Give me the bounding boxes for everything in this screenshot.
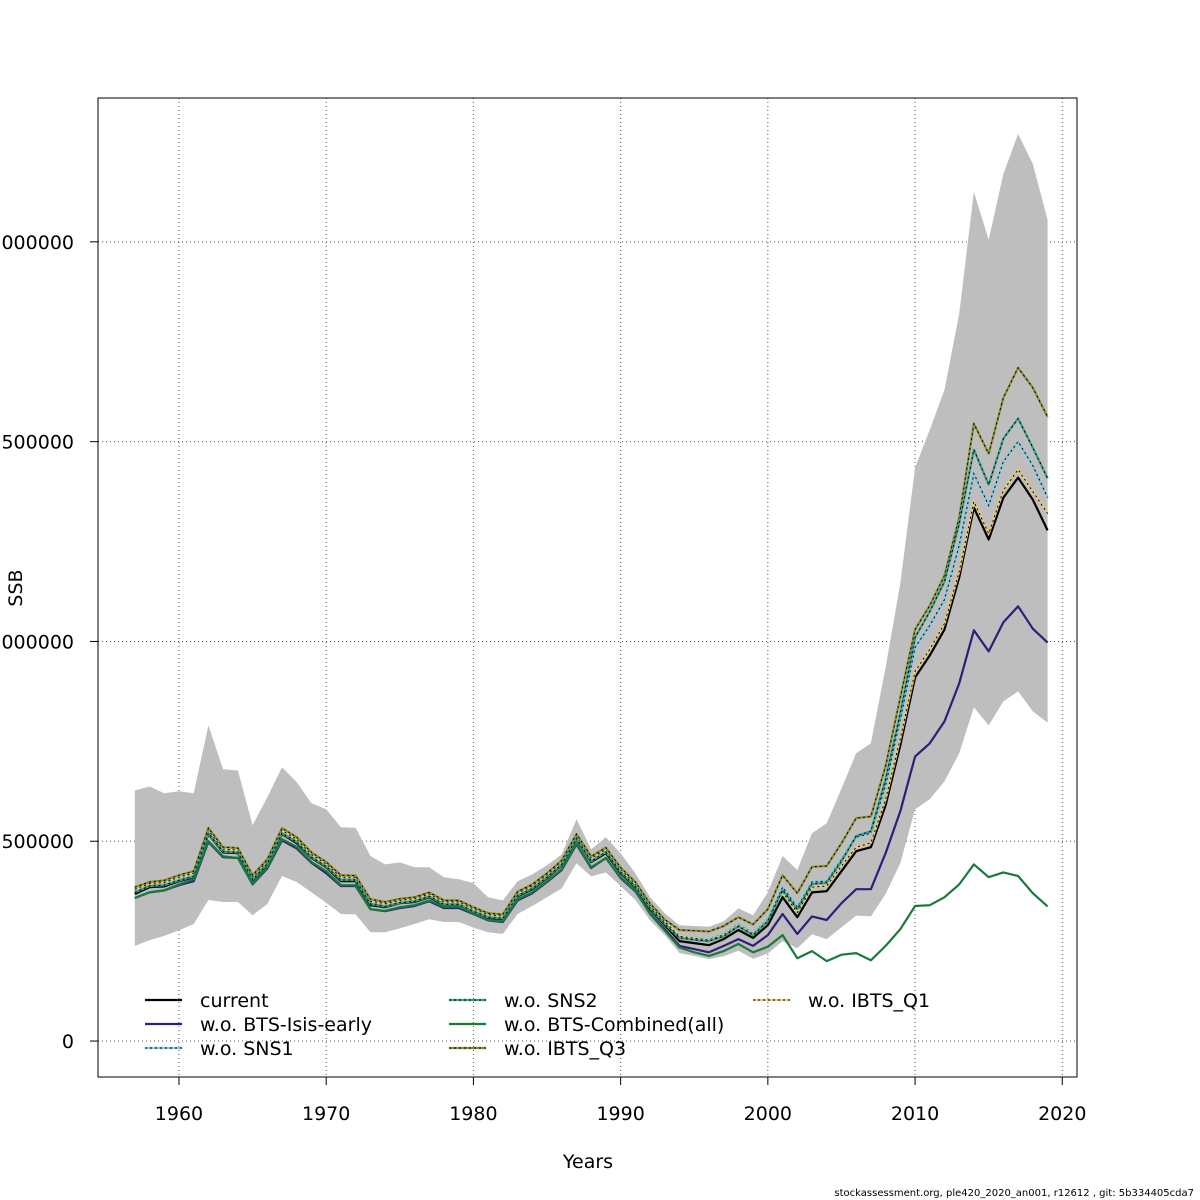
series-line-w-o-ibts-q1-dots — [134, 468, 1049, 941]
y-tick-label: 500000 — [1, 831, 74, 853]
legend-w-o-ibts-q3-label: w.o. IBTS_Q3 — [504, 1038, 626, 1060]
legend-w-o-ibts-q1-label: w.o. IBTS_Q1 — [808, 990, 930, 1012]
legend-w-o-sns2-label: w.o. SNS2 — [504, 990, 598, 1012]
y-axis: 0 500000 1000000 1500000 2000000 — [0, 232, 98, 1053]
x-tick-label: 1980 — [449, 1103, 497, 1125]
x-tick-label: 2010 — [891, 1103, 939, 1125]
x-axis: 1960 1970 1980 1990 2000 2010 2020 — [155, 1076, 1086, 1125]
series-line-w-o-ibts-q3 — [134, 366, 1049, 933]
series-layer — [134, 366, 1049, 963]
series-line-w-o-sns2-dots — [134, 417, 1049, 942]
series-line-w-o-bts-combined-all — [134, 838, 1049, 963]
y-tick-label: 0 — [62, 1031, 74, 1053]
confidence-band-layer — [134, 134, 1048, 960]
x-tick-label: 1960 — [155, 1103, 203, 1125]
y-tick-label: 2000000 — [0, 232, 74, 254]
legend-current-label: current — [200, 990, 269, 1012]
x-tick-label: 1970 — [302, 1103, 350, 1125]
legend-w-o-bts-combined-all-label: w.o. BTS-Combined(all) — [504, 1014, 724, 1036]
footer-credit: stockassessment.org, ple420_2020_an001, … — [834, 1188, 1194, 1199]
confidence-band — [134, 134, 1048, 960]
y-tick-label: 1500000 — [0, 432, 74, 454]
x-tick-label: 1990 — [596, 1103, 644, 1125]
y-tick-label: 1000000 — [0, 631, 74, 653]
x-axis-title: Years — [562, 1151, 613, 1173]
legend-w-o-sns1-label: w.o. SNS1 — [200, 1038, 294, 1060]
x-tick-label: 2000 — [744, 1103, 792, 1125]
legend-w-o-bts-isis-early-label: w.o. BTS-Isis-early — [200, 1014, 372, 1036]
y-axis-title: SSB — [5, 569, 27, 606]
x-tick-label: 2020 — [1038, 1103, 1086, 1125]
